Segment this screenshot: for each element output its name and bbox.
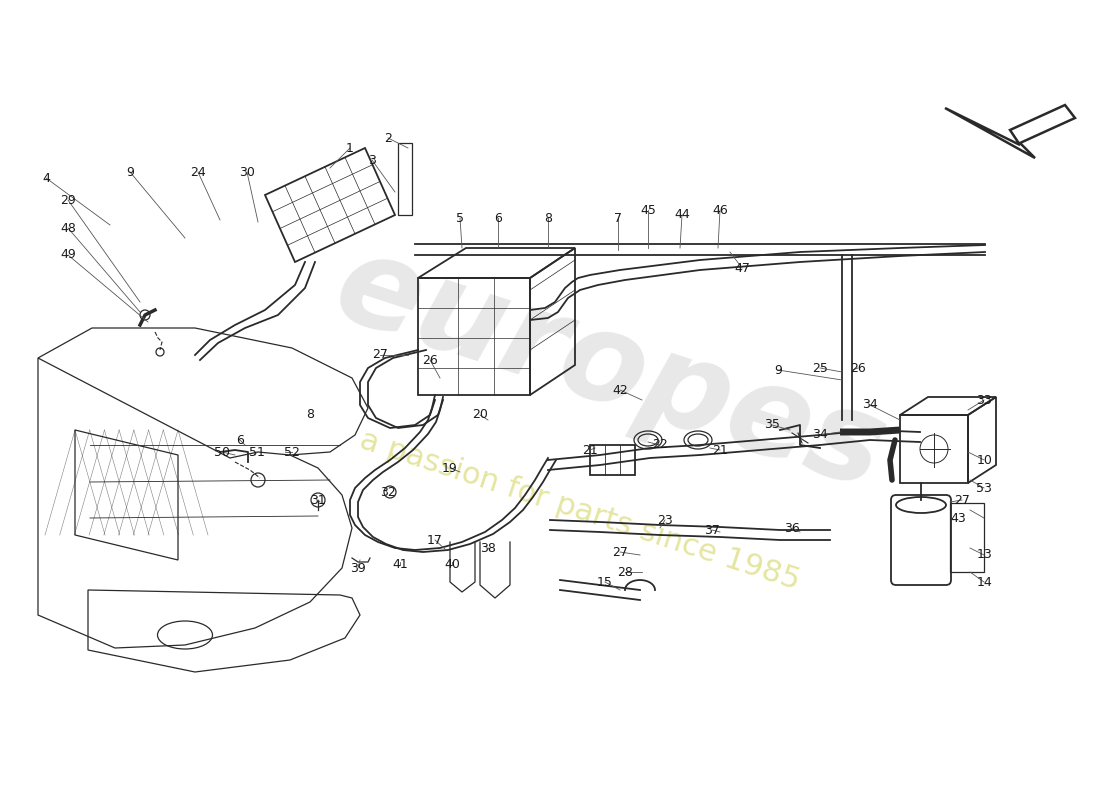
Text: 29: 29	[60, 194, 76, 206]
Text: 50: 50	[214, 446, 230, 458]
Text: 37: 37	[704, 523, 719, 537]
Text: 52: 52	[284, 446, 300, 458]
Text: 40: 40	[444, 558, 460, 571]
Text: 39: 39	[350, 562, 366, 574]
Text: 32: 32	[381, 486, 396, 498]
Text: 5: 5	[456, 211, 464, 225]
Text: 21: 21	[582, 443, 598, 457]
Text: 35: 35	[764, 418, 780, 431]
Text: 44: 44	[674, 209, 690, 222]
Text: 17: 17	[427, 534, 443, 546]
Text: 13: 13	[977, 549, 993, 562]
Text: 2: 2	[384, 131, 392, 145]
Text: 22: 22	[652, 438, 668, 451]
Text: 34: 34	[862, 398, 878, 411]
Text: 10: 10	[977, 454, 993, 466]
Text: 1: 1	[346, 142, 354, 154]
Text: 4: 4	[42, 171, 50, 185]
Text: 38: 38	[480, 542, 496, 554]
Text: 19: 19	[442, 462, 458, 474]
Text: 6: 6	[494, 211, 502, 225]
Bar	[590, 445, 635, 475]
Text: 53: 53	[976, 482, 992, 494]
Text: 30: 30	[239, 166, 255, 178]
Text: 46: 46	[712, 203, 728, 217]
Text: 42: 42	[612, 383, 628, 397]
Text: 31: 31	[310, 494, 326, 506]
Text: 33: 33	[976, 394, 992, 406]
Text: 49: 49	[60, 249, 76, 262]
Text: 34: 34	[812, 429, 828, 442]
Text: 51: 51	[249, 446, 265, 458]
Text: 8: 8	[544, 211, 552, 225]
Text: 23: 23	[657, 514, 673, 526]
Text: 14: 14	[977, 575, 993, 589]
Text: 27: 27	[954, 494, 970, 506]
Text: 25: 25	[812, 362, 828, 374]
Text: 43: 43	[950, 511, 966, 525]
Text: 27: 27	[612, 546, 628, 558]
Text: 8: 8	[306, 409, 313, 422]
Text: 45: 45	[640, 203, 656, 217]
Text: 7: 7	[614, 211, 622, 225]
Text: 41: 41	[392, 558, 408, 571]
Text: 48: 48	[60, 222, 76, 234]
Text: a passion for parts since 1985: a passion for parts since 1985	[356, 425, 804, 595]
Text: 3: 3	[368, 154, 376, 166]
Text: 9: 9	[774, 363, 782, 377]
Text: 20: 20	[472, 409, 488, 422]
Text: 26: 26	[422, 354, 438, 366]
Text: 6: 6	[236, 434, 244, 446]
Text: 26: 26	[850, 362, 866, 374]
Text: 15: 15	[597, 575, 613, 589]
Text: 47: 47	[734, 262, 750, 274]
Text: europes: europes	[320, 225, 900, 515]
Text: 36: 36	[784, 522, 800, 534]
Text: 21: 21	[712, 443, 728, 457]
Text: 24: 24	[190, 166, 206, 178]
Text: 9: 9	[126, 166, 134, 178]
Text: 27: 27	[372, 349, 388, 362]
Text: 28: 28	[617, 566, 632, 578]
